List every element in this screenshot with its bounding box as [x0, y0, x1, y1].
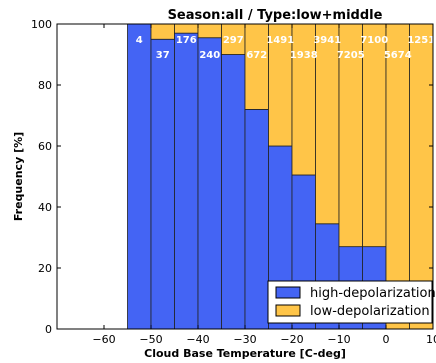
bar-high-5: [197, 37, 222, 330]
count-label-1: 8: [112, 50, 119, 61]
count-label-6: 297: [223, 35, 244, 46]
bar-low-3: [150, 23, 175, 40]
bar-high-6: [221, 54, 246, 330]
bar-high-4: [174, 32, 199, 330]
count-label-3: 37: [156, 50, 170, 61]
y-tick-label: 60: [38, 140, 52, 153]
legend-swatch-high: [275, 286, 301, 299]
count-label-0: 0: [89, 35, 96, 46]
y-tick-label: 40: [38, 201, 52, 214]
count-label-12: 7100: [360, 35, 388, 46]
x-tick-label: −10: [327, 333, 350, 346]
bar-low-9: [291, 23, 316, 176]
x-tick-label: −60: [92, 333, 115, 346]
count-label-10: 3941: [313, 35, 341, 46]
bar-low-4: [174, 23, 199, 34]
chart-title: Season:all / Type:low+middle: [168, 8, 383, 23]
count-label-2: 4: [136, 35, 143, 46]
x-tick-label: 10: [426, 333, 436, 346]
count-label-8: 1491: [266, 35, 294, 46]
y-tick-label: 80: [38, 79, 52, 92]
y-tick-label: 20: [38, 262, 52, 275]
y-axis-label: Frequency [%]: [12, 132, 25, 221]
legend-label-low: low-depolarization: [310, 304, 430, 319]
bar-low-10: [315, 23, 340, 225]
y-tick-label: 0: [45, 323, 52, 336]
count-label-5: 240: [199, 50, 220, 61]
x-axis-label: Cloud Base Temperature [C-deg]: [144, 347, 346, 360]
bar-low-7: [244, 23, 269, 110]
legend-swatch-low: [275, 304, 301, 317]
legend-label-high: high-depolarization: [310, 286, 436, 301]
bar-high-3: [150, 38, 175, 330]
ticks: −60−50−40−30−20−10010020406080100: [31, 18, 436, 346]
bar-high-7: [244, 109, 269, 330]
count-label-4: 176: [176, 35, 197, 46]
bar-low-5: [197, 23, 222, 39]
x-tick-label: 0: [383, 333, 390, 346]
y-tick-label: 100: [31, 18, 52, 31]
count-label-11: 7205: [337, 50, 365, 61]
count-label-14: 1251: [407, 35, 435, 46]
legend: high-depolarization low-depolarization: [267, 280, 436, 324]
count-label-9: 1938: [290, 50, 318, 61]
count-label-7: 672: [246, 50, 267, 61]
x-tick-label: −30: [233, 333, 256, 346]
x-tick-label: −50: [139, 333, 162, 346]
bar-low-12: [362, 23, 387, 248]
x-tick-label: −40: [186, 333, 209, 346]
x-tick-label: −20: [280, 333, 303, 346]
bar-high-2: [127, 23, 152, 330]
count-label-13: 5674: [384, 50, 412, 61]
